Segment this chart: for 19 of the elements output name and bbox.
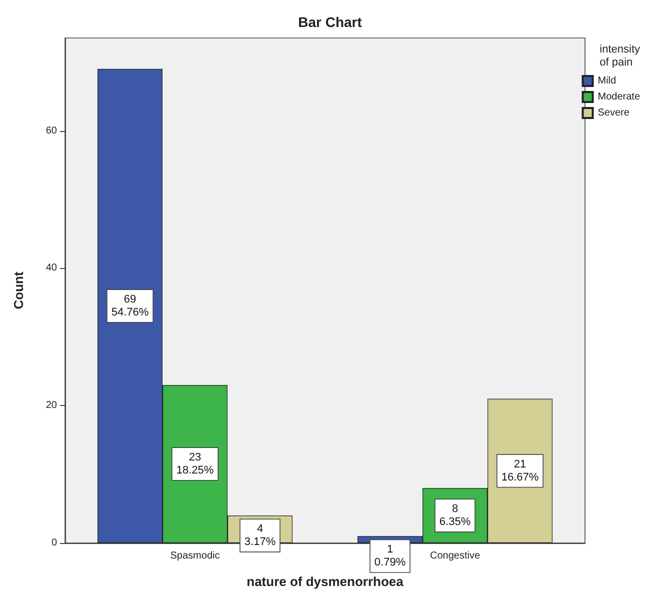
data-label: 4 3.17%	[244, 523, 276, 548]
y-tick-label: 20	[46, 400, 58, 412]
y-tick-label: 40	[46, 262, 58, 274]
data-label: 21 16.67%	[501, 458, 539, 484]
y-axis-title: Count	[11, 271, 26, 310]
data-label: 23 18.25%	[176, 451, 214, 476]
legend-title: intensity of pain	[600, 44, 640, 68]
x-axis-title: nature of dysmenorrhoea	[246, 574, 404, 589]
y-tick-label: 60	[46, 125, 58, 136]
x-tick-label: Spasmodic	[170, 550, 220, 562]
legend-label: Mild	[598, 76, 616, 86]
x-tick-label: Congestive	[430, 550, 480, 562]
legend-label: Moderate	[598, 92, 640, 102]
y-tick-label: 0	[51, 538, 58, 548]
chart-title: Bar Chart	[298, 14, 362, 30]
data-label: 69 54.76%	[111, 293, 149, 318]
data-label: 8 6.35%	[439, 503, 471, 528]
data-label: 1 0.79%	[374, 544, 406, 569]
legend-label: Severe	[598, 108, 630, 118]
